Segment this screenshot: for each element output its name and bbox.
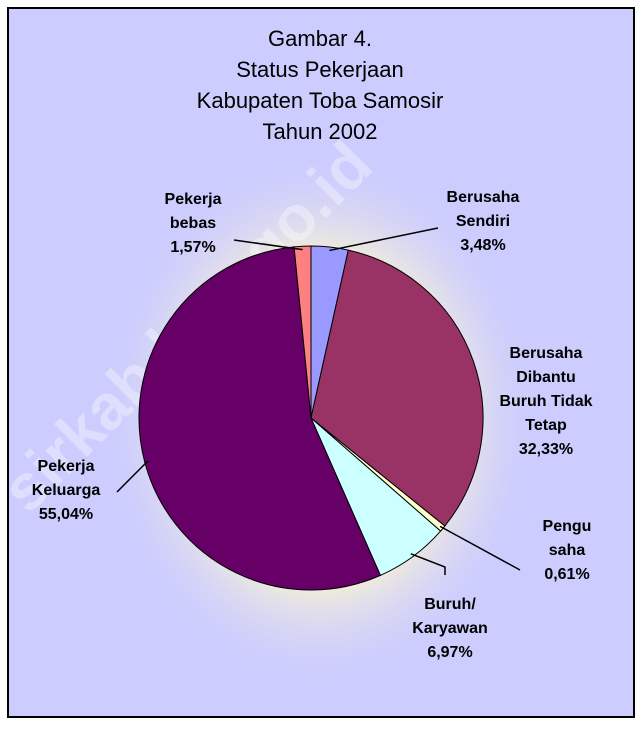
leader-line	[233, 239, 303, 251]
pie-slice	[138, 246, 382, 591]
value-label: 55,04%	[39, 506, 93, 523]
category-label: Berusaha Sendiri	[447, 189, 520, 230]
category-label: Pengu saha	[543, 518, 592, 559]
value-label: 1,57%	[170, 239, 215, 256]
pie-slice	[293, 245, 312, 419]
pie-slice	[310, 249, 484, 527]
category-label: Pekerja bebas	[165, 191, 222, 232]
value-label: 0,61%	[544, 566, 589, 583]
leader-line	[410, 553, 446, 575]
category-label: Pekerja Keluarga	[32, 458, 101, 499]
category-label: Berusaha Dibantu Buruh Tidak Tetap	[499, 345, 592, 434]
chart-title: Gambar 4. Status Pekerjaan Kabupaten Toba …	[197, 26, 444, 144]
value-label: 6,97%	[427, 644, 472, 661]
leader-line	[439, 525, 521, 571]
value-label: 3,48%	[460, 237, 505, 254]
category-label: Buruh/Karyawan	[412, 596, 488, 637]
value-label: 32,33%	[519, 441, 573, 458]
leader-line	[329, 227, 439, 252]
leader-line	[116, 460, 149, 493]
